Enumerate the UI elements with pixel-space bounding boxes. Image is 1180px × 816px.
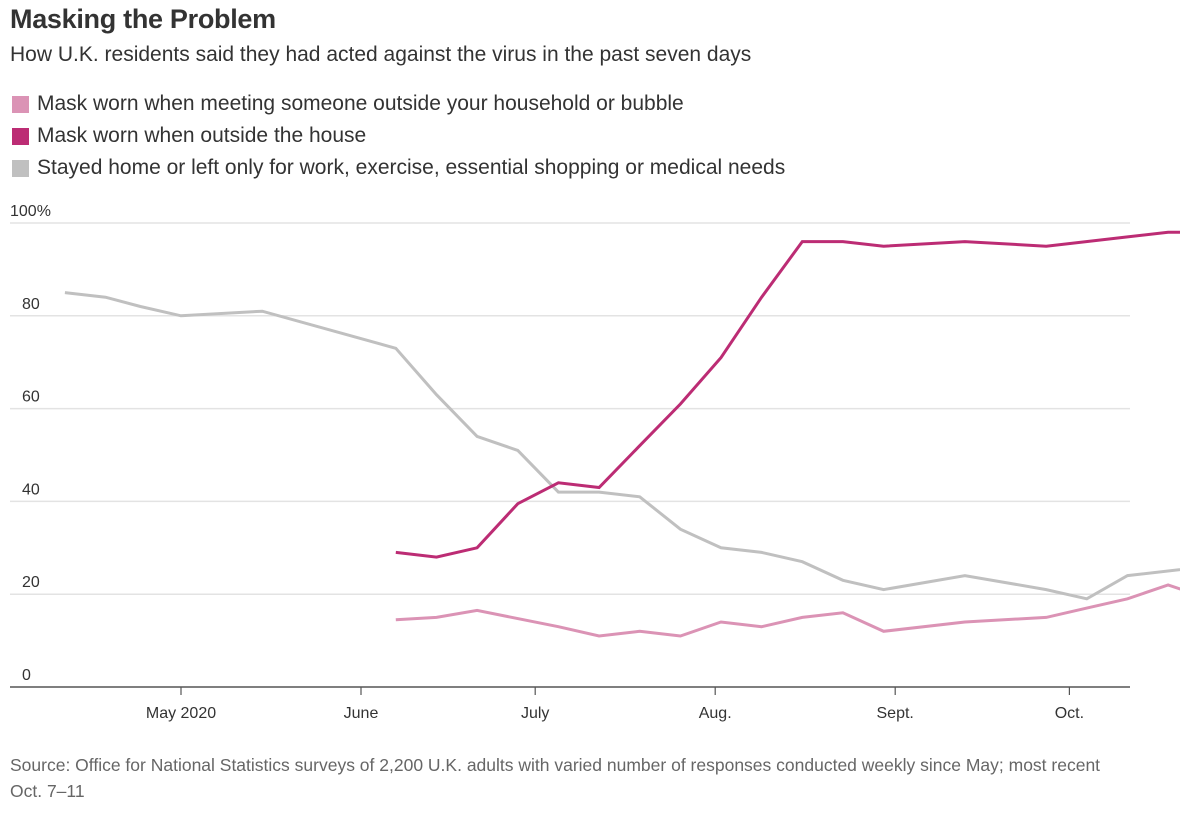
y-tick-label-20: 20 (22, 574, 40, 591)
legend: Mask worn when meeting someone outside y… (12, 88, 785, 184)
y-tick-label-100: 100% (10, 203, 51, 220)
y-tick-label-80: 80 (22, 296, 40, 313)
y-tick-label-60: 60 (22, 389, 40, 406)
gridlines (10, 222, 1130, 595)
legend-swatch-stayed-home (12, 159, 29, 177)
legend-label-mask-outside: Mask worn when outside the house (37, 124, 367, 147)
x-tick-label-sept: Sept. (877, 705, 914, 722)
legend-label-stayed-home: Stayed home or left only for work, exerc… (37, 156, 786, 179)
series-0 (395, 583, 1180, 638)
series-lines (64, 230, 1180, 638)
y-tick-label-40: 40 (22, 481, 40, 498)
legend-swatch-mask-outside (12, 127, 29, 145)
x-tick-label-aug: Aug. (699, 705, 732, 722)
series-line-1 (395, 230, 1180, 559)
legend-swatch-mask-meeting (12, 95, 29, 113)
x-tick-label-may-2020: May 2020 (146, 705, 216, 722)
x-tick-label-july: July (521, 705, 549, 722)
chart-subtitle: How U.K. residents said they had acted a… (10, 43, 752, 66)
x-tick-label-june: June (344, 705, 379, 722)
x-tick-label-oct: Oct. (1055, 705, 1084, 722)
legend-item-mask-meeting: Mask worn when meeting someone outside y… (12, 88, 785, 120)
y-axis-tick-labels: 0 20 40 60 80 100% (10, 203, 51, 684)
series-line-0 (395, 583, 1180, 638)
series-1 (395, 230, 1180, 559)
y-tick-label-0: 0 (22, 667, 31, 684)
series-2 (64, 291, 1180, 601)
source-note: Source: Office for National Statistics s… (10, 755, 1101, 801)
series-line-2 (64, 291, 1180, 601)
x-axis: May 2020 June July Aug. Sept. Oct. (10, 686, 1130, 722)
legend-item-mask-outside: Mask worn when outside the house (12, 120, 785, 152)
legend-item-stayed-home: Stayed home or left only for work, exerc… (12, 152, 785, 184)
chart-title: Masking the Problem (10, 4, 276, 34)
legend-label-mask-meeting: Mask worn when meeting someone outside y… (37, 92, 684, 115)
